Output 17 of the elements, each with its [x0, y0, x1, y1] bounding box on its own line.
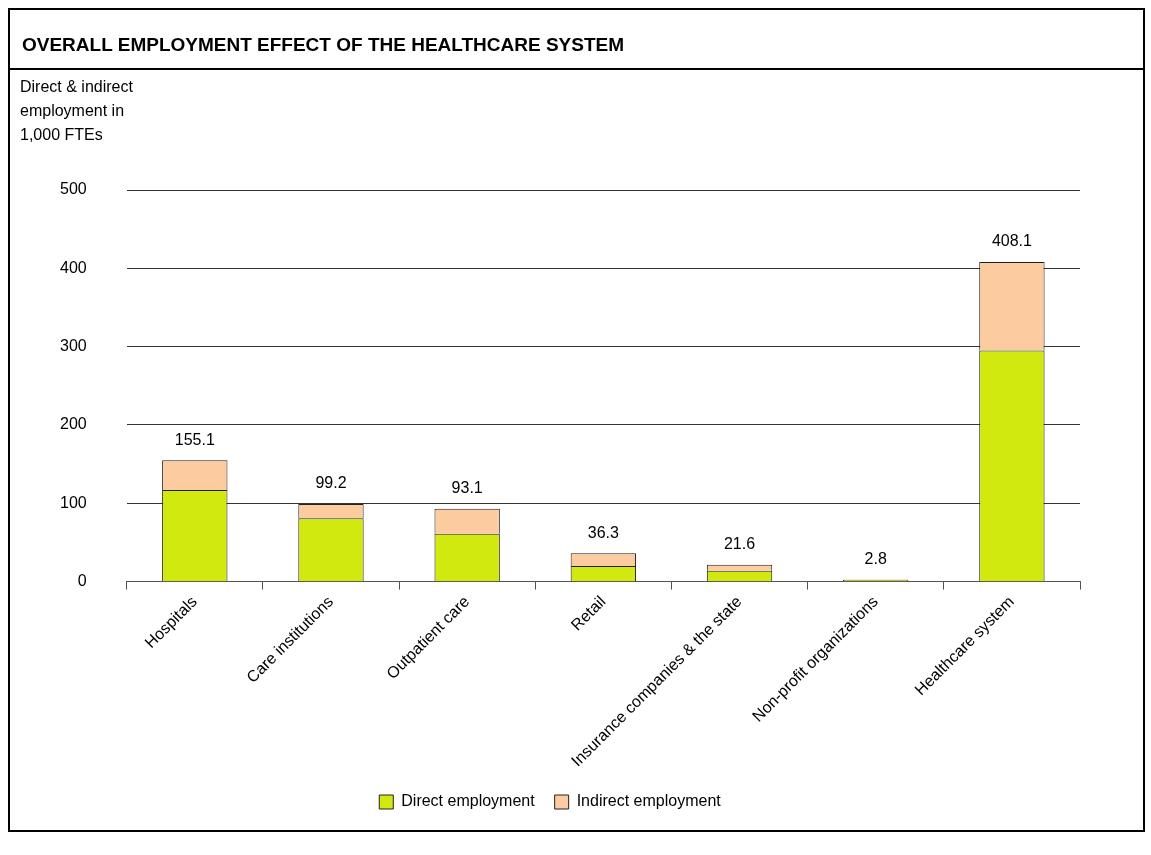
y-tick-label: 400 [59, 258, 87, 276]
total-label: 99.2 [315, 474, 347, 492]
total-label: 36.3 [587, 523, 620, 541]
legend-label: Indirect employment [576, 792, 722, 810]
total-label: 155.1 [174, 430, 215, 448]
y-tick-label: 0 [77, 572, 87, 590]
y-tick-label: 500 [59, 180, 87, 198]
total-label: 93.1 [451, 479, 483, 497]
total-label: 21.6 [723, 535, 756, 553]
y-tick-label: 200 [59, 415, 87, 433]
y-tick-label: 100 [59, 493, 87, 511]
chart-title: OVERALL EMPLOYMENT EFFECT OF THE HEALTHCARE SYSTEM [10, 10, 1143, 70]
y-axis-title: Direct & indirect employment in 1,000 FTEs [20, 78, 134, 144]
total-label: 2.8 [864, 549, 887, 567]
y-tick-label: 300 [59, 337, 87, 355]
legend-label: Direct employment [401, 792, 536, 810]
total-label: 408.1 [991, 232, 1033, 250]
